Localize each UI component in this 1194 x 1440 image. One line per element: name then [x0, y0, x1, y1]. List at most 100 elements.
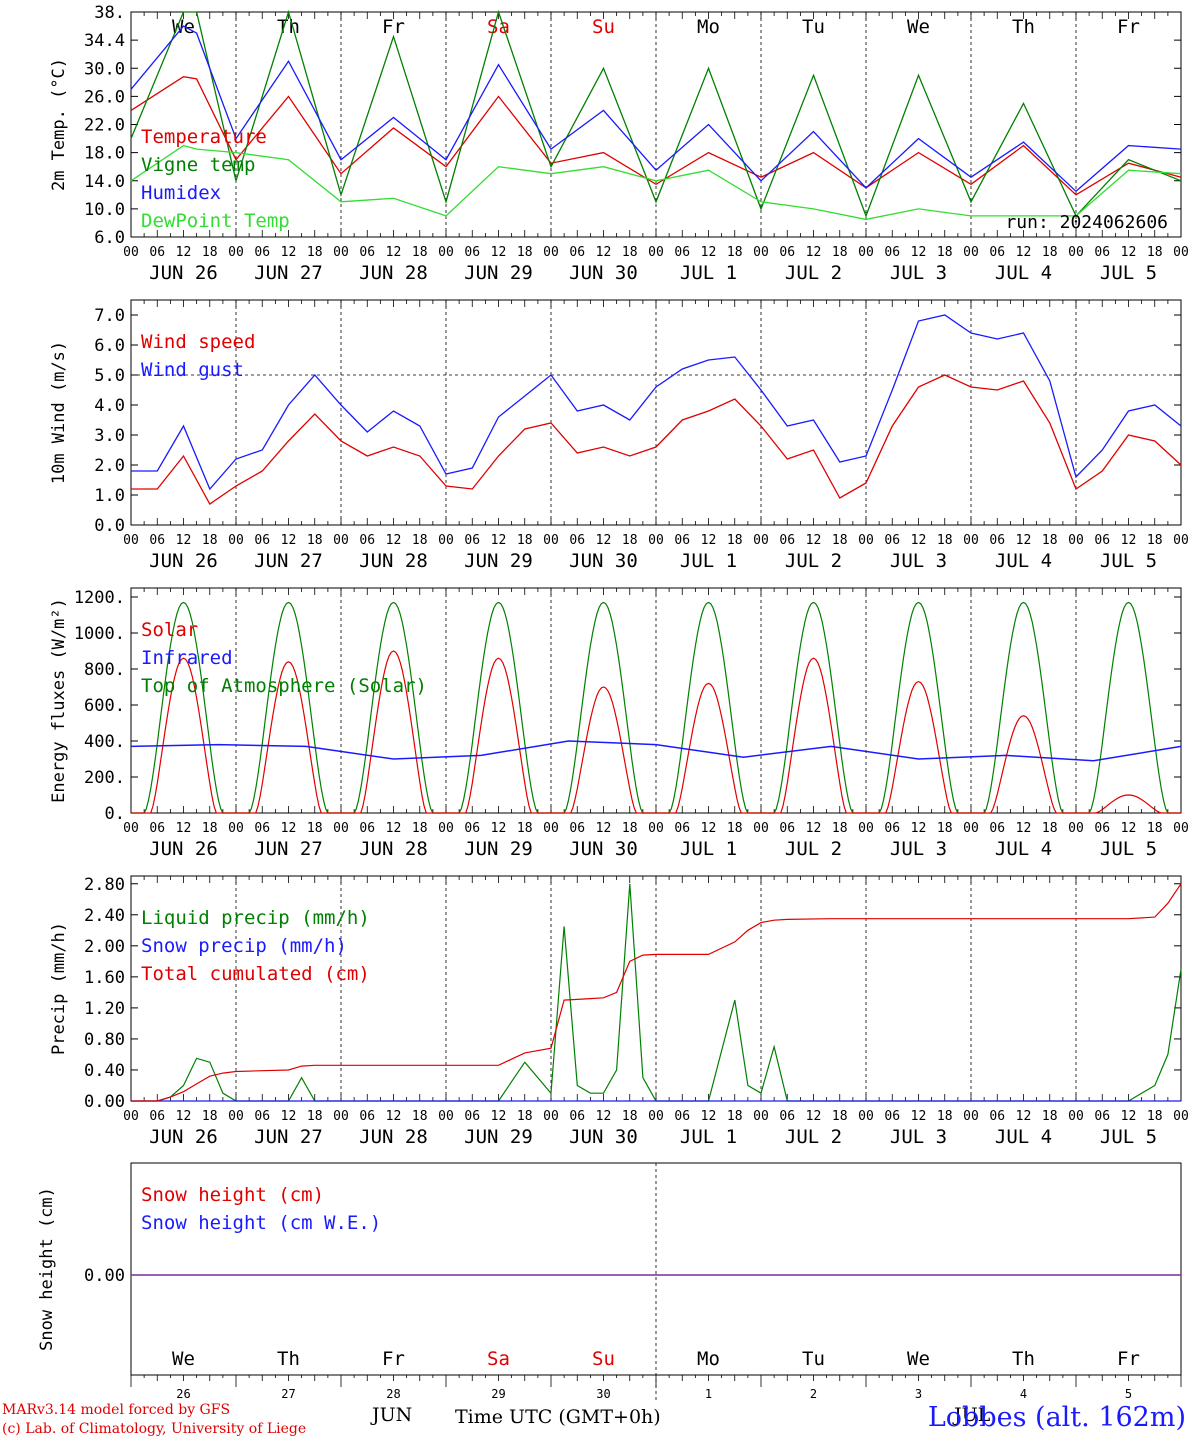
y-tick-label: 6.0	[94, 228, 125, 248]
y-tick-label: 0.40	[84, 1061, 125, 1081]
day-number-label: 30	[596, 1387, 610, 1401]
hour-tick-label: 18	[412, 533, 428, 548]
hour-tick-label: 06	[149, 245, 165, 260]
month-label-jul: JUL	[954, 1404, 991, 1426]
credit-line-1: MARv3.14 model forced by GFS	[2, 1402, 231, 1418]
series-line-red	[131, 883, 1182, 1102]
date-label: JUN 28	[359, 262, 428, 284]
legend-entry: Snow height (cm W.E.)	[141, 1212, 381, 1234]
hour-tick-label: 00	[228, 1109, 244, 1124]
hour-tick-label: 12	[596, 1109, 612, 1124]
hour-tick-label: 12	[1016, 1109, 1032, 1124]
y-axis-title: Energy fluxes (W/m²)	[49, 598, 69, 803]
hour-tick-label: 06	[779, 1109, 795, 1124]
hour-tick-label: 00	[543, 245, 559, 260]
legend-entry: Snow precip (mm/h)	[141, 935, 347, 957]
hour-tick-label: 06	[254, 245, 270, 260]
weekday-label: Th	[277, 16, 300, 38]
date-label: JUL 1	[680, 838, 737, 860]
hour-tick-label: 06	[149, 1109, 165, 1124]
y-tick-label: 0.00	[84, 1266, 125, 1286]
hour-tick-label: 12	[701, 533, 717, 548]
hour-tick-label: 18	[412, 821, 428, 836]
legend-entry: Solar	[141, 619, 198, 641]
panel-2: 7.0 6.0 5.0 4.0 3.0 2.0 1.0 0.0 10m Wind (m/s) 00…	[49, 299, 1189, 572]
hour-tick-label: 12	[911, 533, 927, 548]
hour-tick-label: 00	[438, 533, 454, 548]
y-tick-label: 34.4	[84, 31, 125, 51]
hour-tick-label: 12	[491, 1109, 507, 1124]
date-label: JUN 28	[359, 550, 428, 572]
legend-entry: Humidex	[141, 182, 221, 204]
legend-entry: Top of Atmosphere (Solar)	[141, 675, 427, 697]
hour-tick-label: 18	[937, 533, 953, 548]
y-tick-label: 18.0	[84, 144, 125, 164]
day-number-label: 1	[705, 1387, 712, 1401]
series-line-light_green	[130, 144, 1182, 221]
hour-tick-label: 12	[911, 821, 927, 836]
hour-tick-label: 00	[123, 821, 139, 836]
date-label: JUL 1	[680, 550, 737, 572]
weekday-label: Su	[592, 1348, 615, 1370]
site-label: Lobbes (alt. 162m)	[927, 1402, 1186, 1433]
hour-tick-label: 06	[884, 533, 900, 548]
date-label: JUN 29	[464, 1126, 533, 1148]
y-tick-label: 1.20	[84, 999, 125, 1019]
date-label: JUN 27	[254, 550, 323, 572]
hour-tick-label: 12	[701, 821, 717, 836]
y-tick-label: 22.0	[84, 116, 125, 136]
day-number-label: 28	[386, 1387, 400, 1401]
hour-tick-label: 06	[569, 245, 585, 260]
hour-tick-label: 06	[1094, 533, 1110, 548]
hour-tick-label: 00	[333, 1109, 349, 1124]
hour-tick-label: 18	[622, 1109, 638, 1124]
legend-entry: Wind speed	[141, 331, 255, 353]
hour-tick-label: 12	[806, 1109, 822, 1124]
hour-tick-label: 18	[307, 245, 323, 260]
hour-tick-label: 18	[622, 533, 638, 548]
day-number-label: 2	[810, 1387, 817, 1401]
date-label: JUL 5	[1100, 1126, 1157, 1148]
hour-tick-label: 12	[806, 245, 822, 260]
hour-tick-label: 00	[123, 533, 139, 548]
date-label: JUL 3	[890, 838, 947, 860]
hour-tick-label: 00	[1068, 821, 1084, 836]
run-annotation: run: 2024062606	[1005, 212, 1168, 233]
date-label: JUN 30	[569, 1126, 638, 1148]
panel-4: 2.80 2.40 2.00 1.60 1.20 0.80 0.40 0.00 Precip (…	[49, 875, 1189, 1148]
hour-tick-label: 00	[438, 1109, 454, 1124]
hour-tick-label: 06	[989, 533, 1005, 548]
legend-entry: Vigne temp	[141, 154, 255, 176]
hour-tick-label: 06	[1094, 821, 1110, 836]
hour-tick-label: 06	[674, 533, 690, 548]
hour-tick-label: 00	[648, 245, 664, 260]
weekday-label: Fr	[382, 1348, 405, 1370]
weekday-label: Th	[1012, 16, 1035, 38]
y-axis-title: Precip (mm/h)	[49, 922, 69, 1055]
hour-tick-label: 06	[779, 821, 795, 836]
hour-tick-label: 18	[727, 821, 743, 836]
hour-tick-label: 06	[254, 1109, 270, 1124]
hour-tick-label: 12	[281, 533, 297, 548]
date-label: JUN 30	[569, 838, 638, 860]
y-tick-label: 10.0	[84, 200, 125, 220]
hour-tick-label: 00	[963, 533, 979, 548]
hour-tick-label: 18	[517, 533, 533, 548]
legend-entry: Wind gust	[141, 359, 244, 381]
hour-tick-label: 18	[727, 1109, 743, 1124]
legend-entry: Liquid precip (mm/h)	[141, 907, 370, 929]
hour-tick-label: 06	[1094, 245, 1110, 260]
y-tick-label: 30.0	[84, 59, 125, 79]
hour-tick-label: 00	[1173, 533, 1189, 548]
date-label: JUN 30	[569, 262, 638, 284]
hour-tick-label: 00	[438, 245, 454, 260]
hour-tick-label: 18	[1147, 533, 1163, 548]
hour-tick-label: 00	[1068, 533, 1084, 548]
date-label: JUN 28	[359, 838, 428, 860]
hour-tick-label: 12	[1121, 245, 1137, 260]
hour-tick-label: 06	[359, 533, 375, 548]
hour-tick-label: 12	[176, 533, 192, 548]
y-axis-title: Snow height (cm)	[37, 1187, 57, 1351]
hour-tick-label: 06	[989, 245, 1005, 260]
date-label: JUN 28	[359, 1126, 428, 1148]
